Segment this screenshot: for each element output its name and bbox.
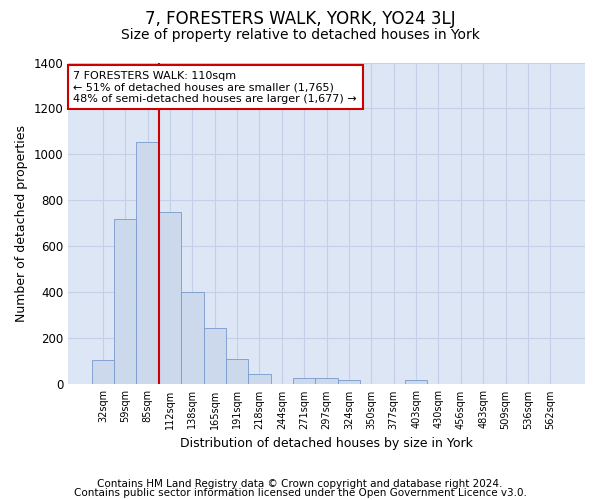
Text: 7 FORESTERS WALK: 110sqm
← 51% of detached houses are smaller (1,765)
48% of sem: 7 FORESTERS WALK: 110sqm ← 51% of detach…	[73, 70, 357, 104]
Bar	[136, 142, 159, 384]
Bar	[159, 212, 181, 384]
Text: Contains public sector information licensed under the Open Government Licence v3: Contains public sector information licen…	[74, 488, 526, 498]
Bar	[226, 359, 248, 384]
Bar	[92, 360, 114, 384]
Bar	[181, 292, 203, 384]
Bar	[293, 378, 316, 384]
Text: Size of property relative to detached houses in York: Size of property relative to detached ho…	[121, 28, 479, 42]
Text: 7, FORESTERS WALK, YORK, YO24 3LJ: 7, FORESTERS WALK, YORK, YO24 3LJ	[145, 10, 455, 28]
Bar	[114, 219, 136, 384]
Bar	[405, 380, 427, 384]
Bar	[203, 328, 226, 384]
Text: Contains HM Land Registry data © Crown copyright and database right 2024.: Contains HM Land Registry data © Crown c…	[97, 479, 503, 489]
Y-axis label: Number of detached properties: Number of detached properties	[15, 125, 28, 322]
Bar	[316, 378, 338, 384]
Bar	[248, 374, 271, 384]
Bar	[338, 380, 360, 384]
X-axis label: Distribution of detached houses by size in York: Distribution of detached houses by size …	[180, 437, 473, 450]
